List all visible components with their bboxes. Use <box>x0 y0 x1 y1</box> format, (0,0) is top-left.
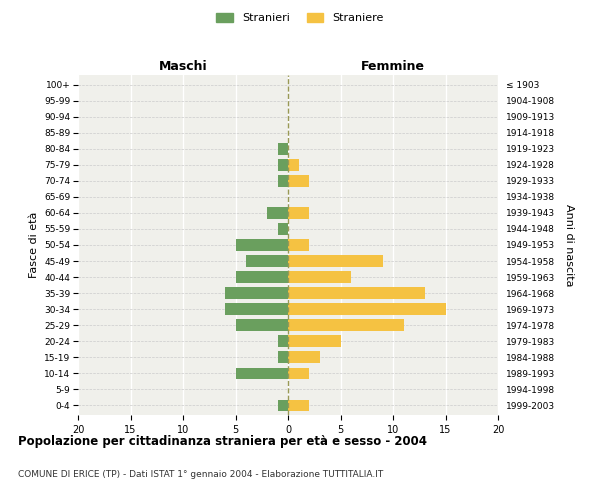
Bar <box>288 400 309 411</box>
Y-axis label: Anni di nascita: Anni di nascita <box>565 204 574 286</box>
Legend: Stranieri, Straniere: Stranieri, Straniere <box>212 8 388 28</box>
Bar <box>277 175 288 186</box>
Bar <box>235 368 288 379</box>
Bar <box>235 239 288 251</box>
Bar <box>288 352 320 363</box>
Bar <box>288 239 309 251</box>
Bar <box>288 368 309 379</box>
Bar <box>235 272 288 283</box>
Bar <box>288 256 383 267</box>
Bar <box>277 223 288 234</box>
Bar <box>288 272 351 283</box>
Bar <box>288 304 445 315</box>
Text: Popolazione per cittadinanza straniera per età e sesso - 2004: Popolazione per cittadinanza straniera p… <box>18 435 427 448</box>
Bar <box>288 207 309 218</box>
Text: Maschi: Maschi <box>158 60 208 74</box>
Bar <box>225 304 288 315</box>
Text: Femmine: Femmine <box>361 60 425 74</box>
Bar <box>277 352 288 363</box>
Y-axis label: Fasce di età: Fasce di età <box>29 212 38 278</box>
Bar <box>277 400 288 411</box>
Bar <box>235 320 288 331</box>
Bar <box>246 256 288 267</box>
Bar <box>267 207 288 218</box>
Bar <box>288 320 404 331</box>
Bar <box>288 159 299 170</box>
Bar <box>277 159 288 170</box>
Bar <box>288 288 425 299</box>
Bar <box>277 336 288 347</box>
Text: COMUNE DI ERICE (TP) - Dati ISTAT 1° gennaio 2004 - Elaborazione TUTTITALIA.IT: COMUNE DI ERICE (TP) - Dati ISTAT 1° gen… <box>18 470 383 479</box>
Bar <box>277 143 288 154</box>
Bar <box>225 288 288 299</box>
Bar <box>288 336 341 347</box>
Bar <box>288 175 309 186</box>
